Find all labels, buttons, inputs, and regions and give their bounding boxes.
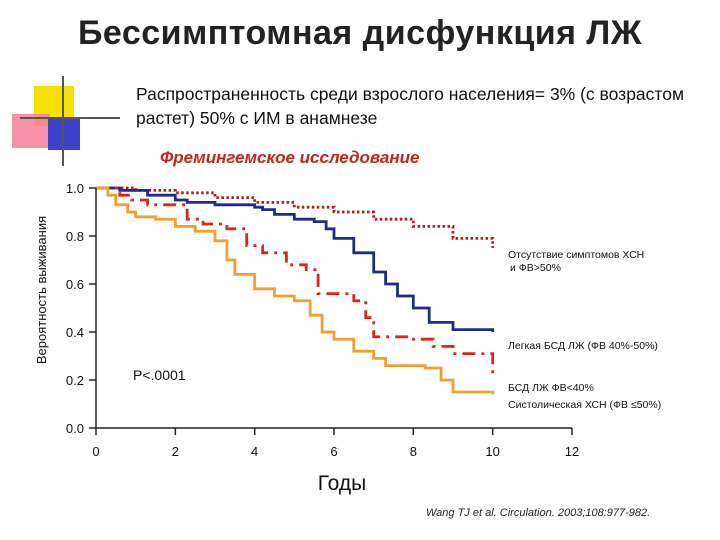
- legend-ef-below-40: БСД ЛЖ ФВ<40%: [508, 382, 594, 394]
- x-tick-label: 2: [172, 444, 179, 459]
- x-tick-label: 8: [410, 444, 417, 459]
- x-axis-label: Годы: [318, 472, 367, 495]
- legend-no-symptoms-line1: Отсутствие симптомов ХСН: [508, 249, 644, 261]
- legend-systolic-hf: Систолическая ХСН (ФВ ≤50%): [508, 399, 661, 411]
- y-axis-label: Вероятность выживания: [34, 216, 49, 364]
- legend-mild-dysfunction: Легкая БСД ЛЖ (ФВ 40%-50%): [508, 340, 658, 352]
- prevalence-text: Распространенность среди взрослого насел…: [136, 84, 684, 128]
- decorative-squares: [12, 76, 120, 166]
- x-tick-label: 10: [485, 444, 499, 459]
- y-tick-label: 1.0: [66, 181, 84, 196]
- legend-no-symptoms-line2: и ФВ>50%: [510, 262, 561, 274]
- x-tick-label: 12: [565, 444, 579, 459]
- y-tick-label: 0.0: [66, 421, 84, 436]
- p-value-annotation: P<.0001: [133, 367, 186, 383]
- y-tick-label: 0.8: [66, 229, 84, 244]
- study-name: Фремингемское исследование: [160, 148, 420, 167]
- x-tick-label: 0: [92, 444, 99, 459]
- curve-ef-below-40: [96, 186, 495, 378]
- curve-mild-dysfunction: [96, 186, 495, 332]
- x-tick-label: 6: [330, 444, 337, 459]
- y-tick-label: 0.4: [66, 325, 84, 340]
- curve-no-symptoms: [96, 186, 495, 248]
- slide-title: Бессимптомная дисфункция ЛЖ: [77, 14, 643, 52]
- x-tick-label: 4: [251, 444, 258, 459]
- citation: Wang TJ et al. Circulation. 2003;108:977…: [426, 507, 651, 519]
- y-tick-label: 0.2: [66, 373, 84, 388]
- y-tick-label: 0.6: [66, 277, 84, 292]
- curve-systolic-hf: [96, 186, 495, 395]
